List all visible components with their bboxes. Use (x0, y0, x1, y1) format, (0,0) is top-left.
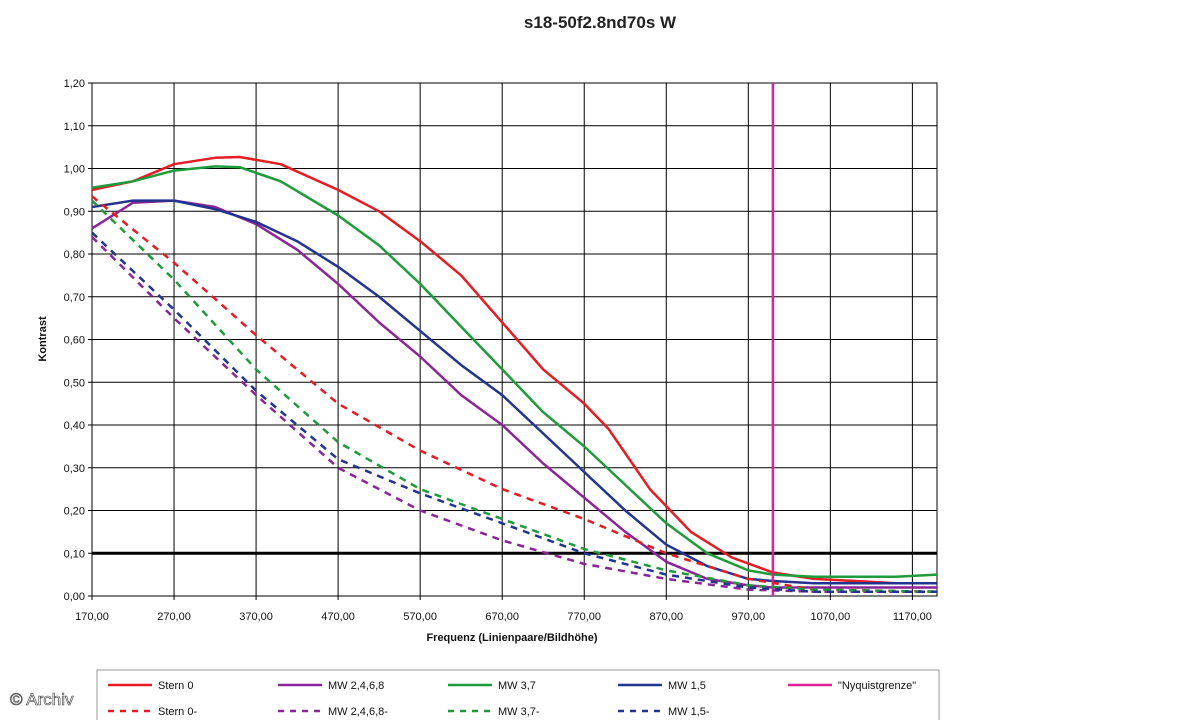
series-lines (91, 83, 938, 596)
grid (91, 82, 938, 597)
legend-label-6: MW 2,4,6,8- (328, 706, 388, 718)
y-tick-label: 1,10 (64, 121, 85, 133)
y-tick-label: 0,30 (64, 463, 85, 475)
x-tick-label: 870,00 (649, 611, 683, 623)
x-tick-label: 370,00 (239, 611, 273, 623)
x-axis-title: Frequenz (Linienpaare/Bildhöhe) (426, 632, 597, 644)
x-tick-label: 470,00 (321, 611, 355, 623)
watermark-text: © Archiv (10, 690, 74, 709)
series-line-5 (91, 195, 938, 593)
y-tick-label: 0,00 (64, 591, 85, 603)
x-tick-label: 1070,00 (810, 611, 850, 623)
x-tick-label: 570,00 (403, 611, 437, 623)
legend-box (96, 669, 940, 720)
y-tick-label: 0,60 (64, 335, 85, 347)
y-tick-label: 0,90 (64, 206, 85, 218)
legend-label-2: MW 3,7 (498, 680, 536, 692)
y-tick-label: 1,00 (64, 164, 85, 176)
series-line-2 (91, 165, 938, 579)
legend-label-7: MW 3,7- (498, 706, 540, 718)
x-tick-label: 270,00 (157, 611, 191, 623)
legend-label-5: Stern 0- (158, 706, 197, 718)
y-tick-label: 0,20 (64, 506, 85, 518)
legend-label-0: Stern 0 (158, 680, 193, 692)
series-line-8 (91, 231, 937, 593)
y-tick-label: 0,80 (64, 249, 85, 261)
series-line-3 (91, 199, 937, 585)
x-tick-label: 1170,00 (893, 611, 932, 623)
x-tick-label: 970,00 (731, 611, 765, 623)
y-tick-label: 0,70 (64, 292, 85, 304)
legend-label-8: MW 1,5- (668, 706, 710, 718)
legend: Stern 0 MW 2,4,6,8 MW 3,7 MW 1,5 "Nyquistgre… (108, 680, 916, 718)
x-tick-label: 770,00 (567, 611, 601, 623)
y-tick-label: 0,10 (64, 548, 85, 560)
axes: 0,00 0,10 0,20 0,30 0,40 0,50 0,60 0,70 0,80 0,90… (64, 78, 932, 623)
x-tick-label: 170,00 (75, 611, 109, 623)
legend-label-3: MW 1,5 (668, 680, 706, 692)
chart-title: s18-50f2.8nd70s W (524, 13, 677, 32)
legend-label-4: "Nyquistgrenze" (838, 680, 916, 692)
y-tick-label: 0,40 (64, 420, 85, 432)
y-axis-title: Kontrast (37, 316, 49, 362)
y-tick-label: 1,20 (64, 78, 85, 90)
legend-label-1: MW 2,4,6,8 (328, 680, 384, 692)
y-tick-label: 0,50 (64, 377, 85, 389)
x-tick-label: 670,00 (485, 611, 519, 623)
